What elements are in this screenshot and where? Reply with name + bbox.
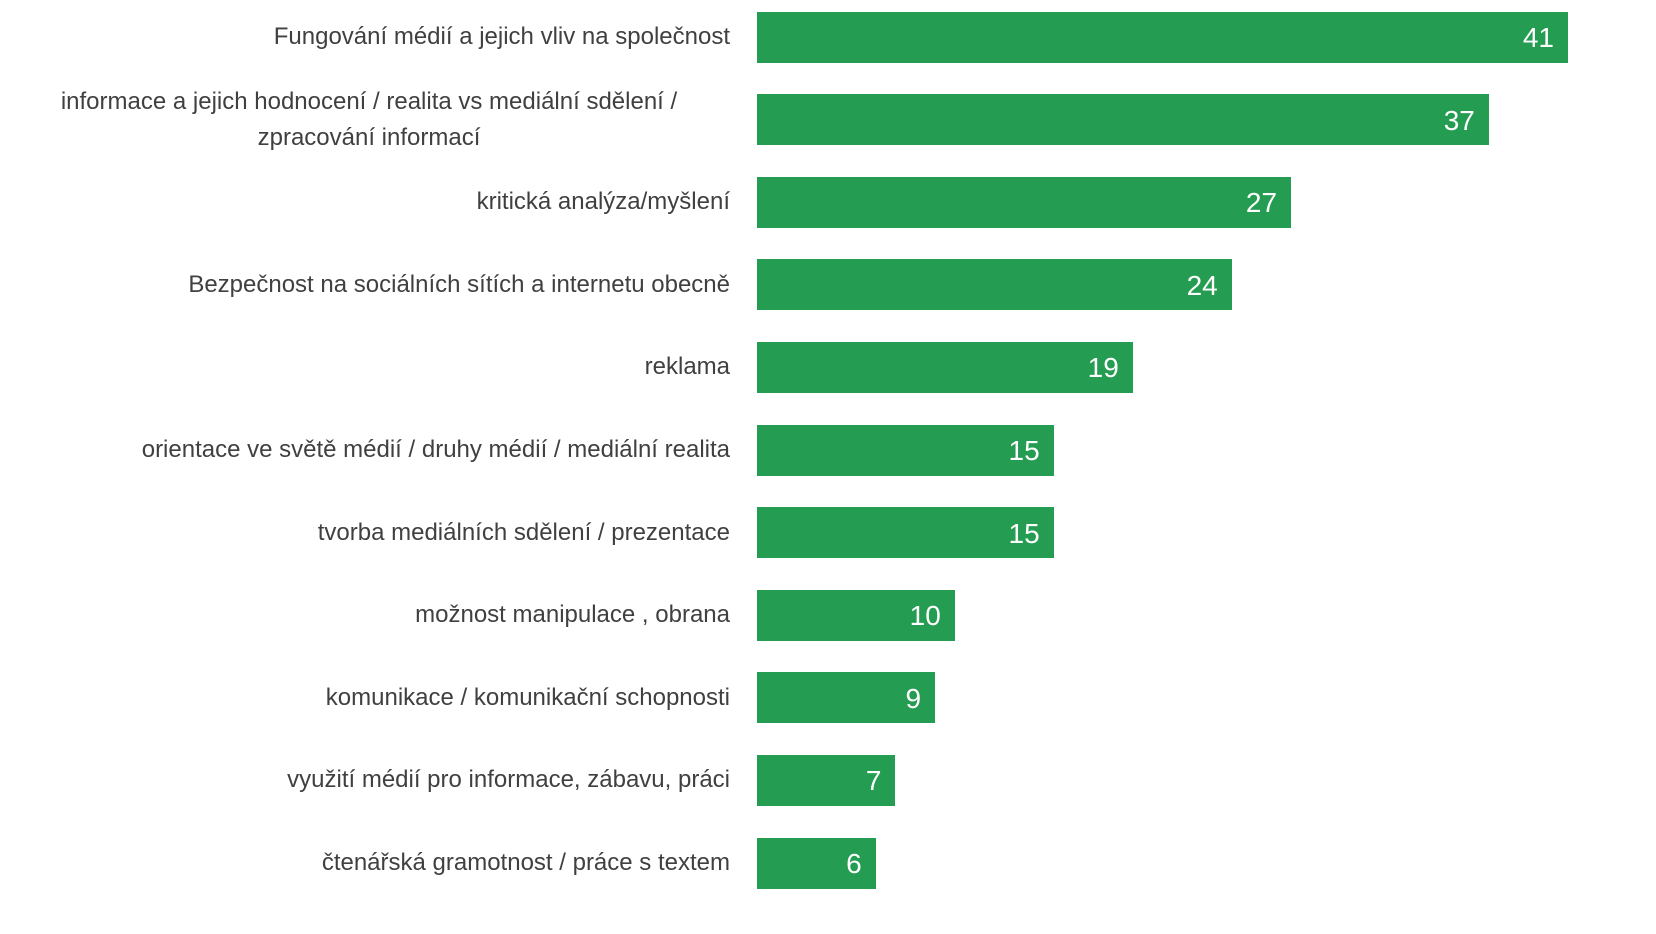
category-label: orientace ve světě médií / druhy médií /… [141, 436, 730, 463]
category-label: reklama [644, 353, 730, 381]
bar [757, 94, 1489, 146]
value-label: 9 [905, 682, 922, 714]
category-label: využití médií pro informace, zábavu, prá… [287, 766, 730, 794]
category-label: možnost manipulace , obrana [415, 601, 730, 629]
bar [757, 589, 955, 641]
bar [757, 259, 1232, 311]
category-label: komunikace / komunikační schopnosti [325, 683, 730, 711]
category-label: čtenářská gramotnost / práce s textem [321, 849, 730, 876]
bar [757, 11, 1568, 63]
bar [757, 424, 1054, 476]
bar [757, 176, 1292, 228]
bar [757, 507, 1054, 559]
value-label: 24 [1186, 269, 1218, 301]
bar [757, 341, 1133, 393]
category-label: kritická analýza/myšlení [476, 188, 730, 216]
bar [757, 837, 876, 889]
value-label: 6 [846, 848, 862, 879]
value-label: 15 [1008, 517, 1040, 549]
value-label: 7 [865, 765, 882, 797]
bar [757, 672, 936, 724]
value-label: 19 [1087, 352, 1119, 384]
category-label: tvorba mediálních sdělení / prezentace [317, 518, 730, 546]
category-label: Fungování médií a jejich vliv na společn… [273, 23, 730, 50]
value-label: 10 [909, 600, 941, 632]
category-label: informace a jejich hodnocení / realita v… [60, 87, 678, 151]
value-label: 41 [1522, 22, 1554, 53]
value-label: 37 [1443, 104, 1475, 136]
value-label: 27 [1245, 187, 1278, 219]
bar [757, 754, 896, 806]
value-label: 15 [1008, 435, 1040, 466]
category-label: Bezpečnost na sociálních sítích a intern… [188, 270, 730, 298]
